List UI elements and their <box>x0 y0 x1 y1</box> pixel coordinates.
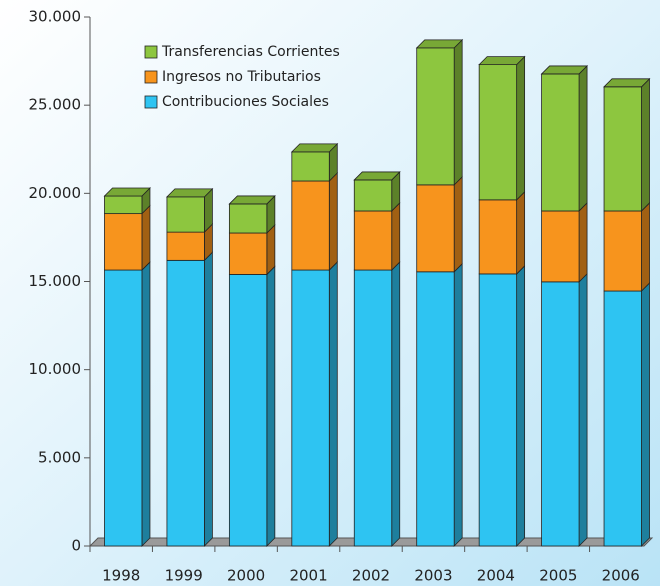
bar-side <box>266 224 276 276</box>
bar-segment <box>166 196 205 233</box>
y-tick-label: 20.000 <box>29 184 82 202</box>
bar-side <box>453 38 463 186</box>
bar-segment <box>228 203 268 234</box>
bar-segment <box>291 151 330 182</box>
bar-segment <box>478 64 518 201</box>
bar-segment <box>291 180 330 271</box>
legend-label: Ingresos no Tributarios <box>162 69 321 85</box>
bar-side <box>641 202 650 292</box>
bar-side <box>578 64 588 212</box>
legend-swatch <box>144 45 158 59</box>
bar-side <box>641 282 650 547</box>
legend-label: Contribuciones Sociales <box>162 94 329 110</box>
bar-top <box>353 171 401 181</box>
bar-side <box>516 55 526 201</box>
x-tick-label: 2003 <box>414 567 452 585</box>
bar-top <box>228 195 276 205</box>
bar-top <box>540 65 589 75</box>
x-tick-label: 2004 <box>477 567 515 585</box>
bar-segment <box>104 213 143 271</box>
bar-side <box>453 175 463 273</box>
x-tick-label: 2006 <box>602 567 640 585</box>
bar-segment <box>603 86 642 212</box>
bar-segment <box>541 210 580 283</box>
bar-top <box>103 187 151 197</box>
bar-side <box>578 202 588 283</box>
legend-label: Transferencias Corrientes <box>161 44 340 60</box>
y-tick-label: 25.000 <box>29 96 82 114</box>
bar-top <box>415 39 464 49</box>
bar-side <box>328 261 338 547</box>
bar-side <box>203 251 213 547</box>
y-tick-label: 30.000 <box>29 8 82 26</box>
bar-segment <box>478 273 518 547</box>
bar-side <box>266 265 276 547</box>
y-tick-label: 0 <box>71 537 81 555</box>
x-tick-label: 1999 <box>165 567 203 585</box>
x-tick-label: 2005 <box>539 567 577 585</box>
bar-segment <box>166 259 205 547</box>
bar-segment <box>478 199 518 275</box>
legend-swatch <box>144 95 158 109</box>
bar-segment <box>603 210 642 292</box>
y-tick-label: 10.000 <box>29 360 82 378</box>
bar-segment <box>228 274 268 547</box>
bar-segment <box>291 269 330 547</box>
bar-segment <box>541 73 580 212</box>
legend-swatch <box>144 70 158 84</box>
bar-segment <box>353 269 393 547</box>
bar-segment <box>416 47 455 186</box>
bar-segment <box>166 231 205 261</box>
y-tick-label: 5.000 <box>38 448 81 466</box>
y-tick-label: 15.000 <box>29 272 82 290</box>
bar-side <box>141 261 151 547</box>
bar-top <box>478 56 526 66</box>
legend: Contribuciones Sociales Ingresos no Tribu… <box>144 44 340 110</box>
bar-top <box>290 143 339 153</box>
bar-side <box>328 172 338 272</box>
bar-side <box>641 77 650 212</box>
bar-segment <box>603 290 642 547</box>
x-tick-label: 2002 <box>352 567 390 585</box>
x-tick-label: 2001 <box>289 567 327 585</box>
bar-side <box>516 190 526 275</box>
bar-segment <box>541 281 580 547</box>
bar-segment <box>228 232 268 275</box>
bar-side <box>453 262 463 547</box>
bar-segment <box>353 179 393 212</box>
bar-segment <box>416 184 455 273</box>
bar-segment <box>416 271 455 547</box>
bar-top <box>603 78 651 88</box>
bar-top <box>165 188 214 198</box>
bar-side <box>391 202 401 272</box>
x-tick-label: 1998 <box>102 567 140 585</box>
bar-side <box>516 264 526 547</box>
bar-segment <box>353 210 393 271</box>
x-tick-label: 2000 <box>227 567 265 585</box>
bar-side <box>141 204 151 272</box>
bar-segment <box>104 269 143 547</box>
bar-segment <box>104 195 143 215</box>
bar-side <box>391 261 401 547</box>
bar-side <box>578 272 588 547</box>
